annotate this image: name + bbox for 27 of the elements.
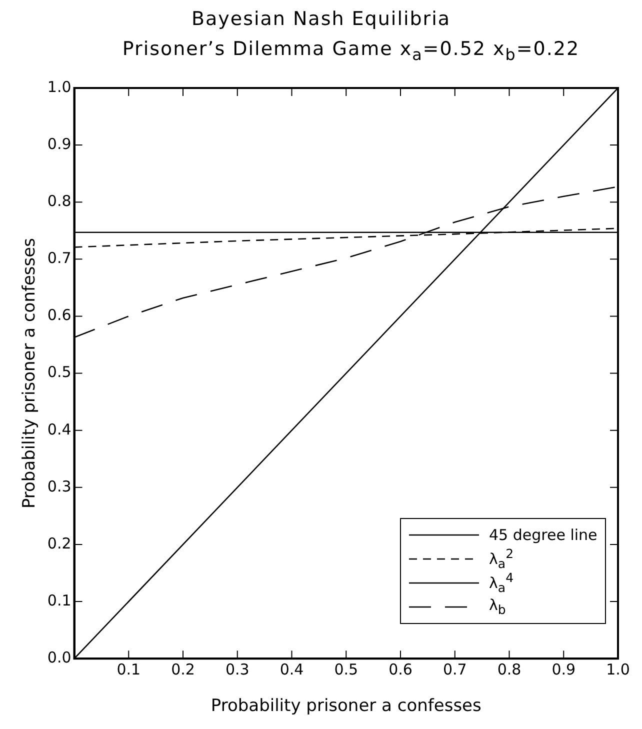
y-tick-label: 0.5: [47, 363, 72, 382]
y-axis-title: Probability prisoner a confesses: [20, 238, 40, 509]
y-tick-label: 0.4: [47, 420, 72, 438]
chart-subtitle: Prisoner’s Dilemma Game x$_{a}$=0.52 x$_{b}$=0.22: [121, 38, 581, 64]
y-tick-label: 0.1: [47, 591, 72, 610]
legend-label: λ$_{b}$: [489, 596, 506, 618]
x-tick-label: 0.7: [442, 660, 467, 678]
legend-label: 45 degree line: [489, 526, 598, 544]
y-tick-label: 0.8: [47, 192, 72, 210]
y-tick-label: 1.0: [47, 78, 72, 96]
x-tick-label: 0.8: [497, 660, 522, 678]
x-tick-label: 0.4: [280, 660, 304, 678]
x-tick-label: 0.5: [334, 660, 358, 678]
x-axis-title: Probability prisoner a confesses: [210, 696, 482, 716]
x-tick-label: 1.0: [606, 660, 630, 678]
x-tick-label: 0.3: [225, 660, 250, 678]
x-tick-label: 0.9: [552, 660, 576, 678]
y-tick-label: 0.7: [47, 249, 72, 268]
y-tick-label: 0.0: [47, 648, 72, 666]
y-tick-label: 0.6: [47, 306, 72, 324]
x-tick-label: 0.2: [171, 660, 195, 678]
y-tick-label: 0.9: [47, 134, 72, 153]
x-tick-label: 0.1: [116, 660, 141, 678]
y-tick-label: 0.3: [47, 477, 72, 496]
x-tick-label: 0.6: [388, 660, 412, 678]
y-tick-label: 0.2: [47, 534, 72, 552]
chart-title: Bayesian Nash Equilibria: [190, 8, 452, 30]
